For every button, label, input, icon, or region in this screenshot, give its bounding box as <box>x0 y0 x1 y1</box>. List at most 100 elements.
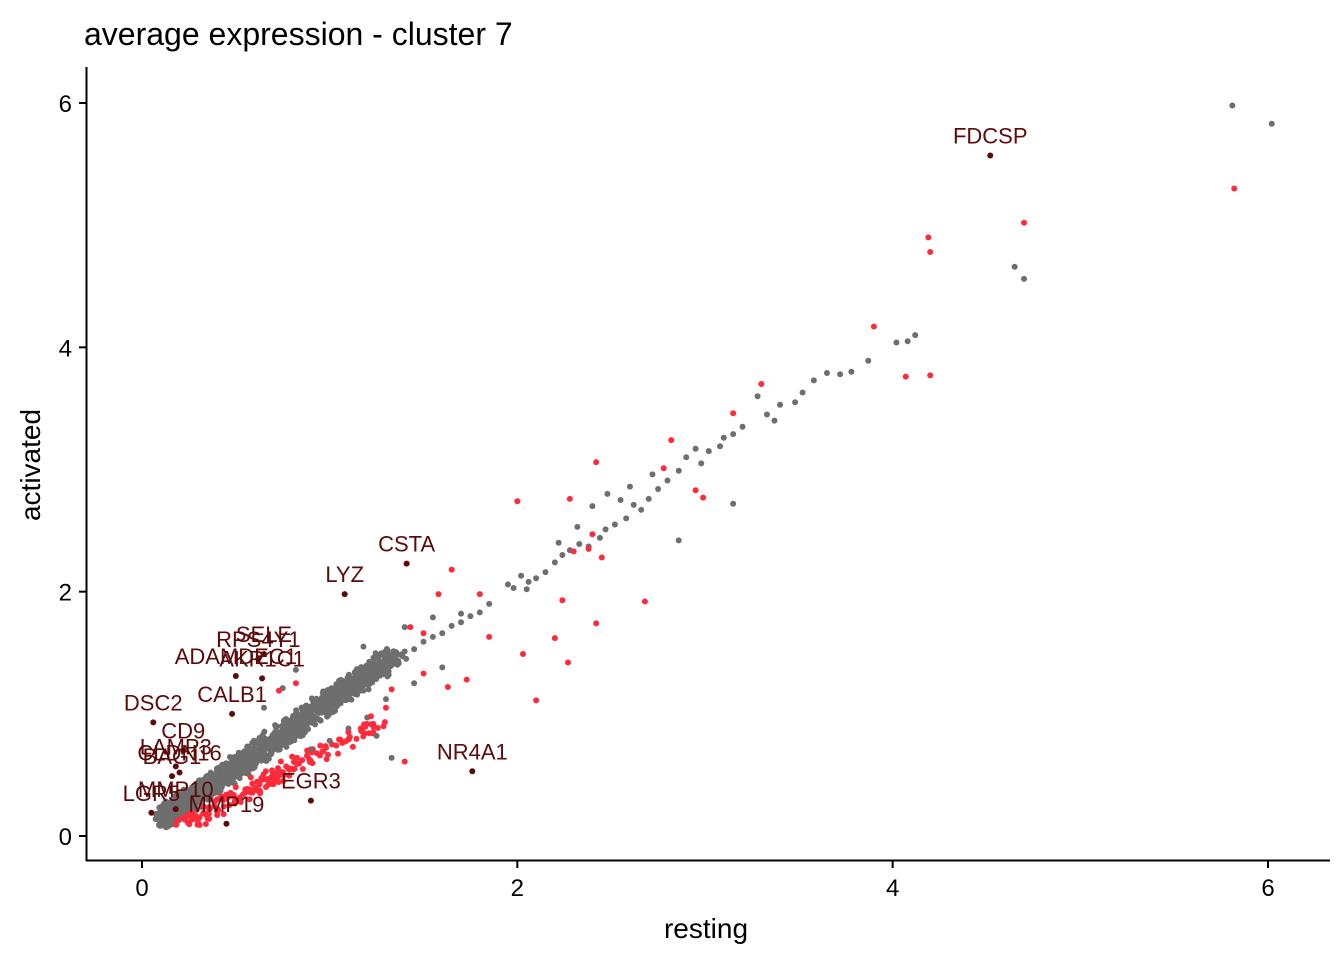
differential-gene-point <box>336 736 343 743</box>
gene-label: BAG1 <box>143 744 202 769</box>
differential-gene-point <box>692 487 699 494</box>
differential-gene-point <box>533 697 540 704</box>
background-gene-point <box>893 339 900 346</box>
background-gene-point <box>799 389 806 396</box>
gene-label: EGR3 <box>281 769 341 794</box>
background-gene-point <box>467 613 474 620</box>
gene-label: CD9 <box>161 718 205 743</box>
differential-gene-point <box>870 323 877 330</box>
x-tick-label: 6 <box>1261 875 1274 902</box>
background-gene-point <box>177 801 184 808</box>
differential-gene-point <box>237 799 244 806</box>
background-gene-point <box>330 709 337 716</box>
background-gene-point <box>232 757 239 764</box>
differential-gene-point <box>206 815 213 822</box>
background-gene-point <box>382 667 389 674</box>
differential-gene-point <box>486 633 493 640</box>
background-gene-point <box>837 371 844 378</box>
gene-label: SELE <box>236 622 292 647</box>
labeled-gene-point <box>403 560 410 567</box>
differential-gene-point <box>220 811 227 818</box>
background-gene-point <box>626 483 633 490</box>
background-gene-point <box>645 495 652 502</box>
gene-label: NR4A1 <box>437 739 508 764</box>
background-gene-point <box>223 763 230 770</box>
gene-label: LGR5 <box>123 781 180 806</box>
background-gene-point <box>384 673 391 680</box>
background-gene-point <box>253 738 260 745</box>
background-gene-point <box>574 523 581 530</box>
differential-gene-point <box>289 753 296 760</box>
background-gene-point <box>191 797 198 804</box>
background-gene-point <box>263 754 270 761</box>
background-gene-point <box>204 788 211 795</box>
differential-gene-point <box>194 817 201 824</box>
differential-gene-point <box>359 728 366 735</box>
background-gene-point <box>270 738 277 745</box>
background-gene-point <box>211 780 218 787</box>
labeled-gene-point <box>172 763 179 770</box>
differential-gene-point <box>345 729 352 736</box>
differential-gene-point <box>551 635 558 642</box>
background-gene-point <box>623 515 630 522</box>
differential-gene-point <box>593 459 600 466</box>
background-gene-point <box>345 681 352 688</box>
y-tick-label: 2 <box>59 580 72 607</box>
background-gene-point <box>439 664 446 671</box>
x-axis-ticks: 0 2 4 6 <box>135 861 1275 902</box>
labeled-gene-point <box>341 591 348 598</box>
differential-gene-point <box>323 756 330 763</box>
background-gene-point <box>163 819 170 826</box>
background-gene-point <box>429 614 436 621</box>
differential-gene-point <box>295 760 302 767</box>
differential-gene-point <box>565 659 572 666</box>
differential-gene-point <box>268 773 275 780</box>
background-gene-point <box>504 581 511 588</box>
differential-gene-point <box>349 743 356 750</box>
background-gene-point <box>420 638 427 645</box>
background-gene-point <box>326 694 333 701</box>
x-tick-label: 4 <box>886 875 899 902</box>
background-gene-point <box>176 796 183 803</box>
differential-gene-point <box>202 821 209 828</box>
background-gene-point <box>365 686 372 693</box>
differential-gene-point <box>292 680 299 687</box>
differential-gene-point <box>263 784 270 791</box>
differential-gene-point <box>320 748 327 755</box>
background-gene-point <box>525 578 532 585</box>
differential-gene-point <box>420 670 427 677</box>
background-gene-point <box>237 771 244 778</box>
differential-gene-point <box>258 775 265 782</box>
background-gene-point <box>185 789 192 796</box>
background-gene-point <box>320 688 327 695</box>
y-tick-label: 0 <box>59 824 72 851</box>
background-gene-point <box>596 534 603 541</box>
background-gene-point <box>305 711 312 718</box>
differential-gene-point <box>290 758 297 765</box>
background-gene-point <box>307 705 314 712</box>
differential-gene-point <box>700 494 707 501</box>
differential-gene-point <box>226 802 233 809</box>
background-gene-point <box>675 537 682 544</box>
background-gene-point <box>649 471 656 478</box>
differential-gene-point <box>257 790 264 797</box>
labeled-gene-point <box>169 773 176 780</box>
differential-gene-point <box>304 747 311 754</box>
background-gene-point <box>848 368 855 375</box>
background-gene-point <box>439 630 446 637</box>
background-gene-point <box>698 460 705 467</box>
background-gene-point <box>1021 275 1028 282</box>
labeled-gene-point <box>176 769 183 776</box>
background-gene-point <box>551 559 558 566</box>
differential-gene-point <box>334 750 341 757</box>
background-gene-point <box>638 506 645 513</box>
background-gene-point <box>160 804 167 811</box>
differential-gene-point <box>589 531 596 538</box>
background-gene-point <box>357 687 364 694</box>
background-gene-point <box>705 448 712 455</box>
background-gene-point <box>1011 263 1018 270</box>
background-gene-point <box>429 633 436 640</box>
gene-label: CALB1 <box>197 682 267 707</box>
